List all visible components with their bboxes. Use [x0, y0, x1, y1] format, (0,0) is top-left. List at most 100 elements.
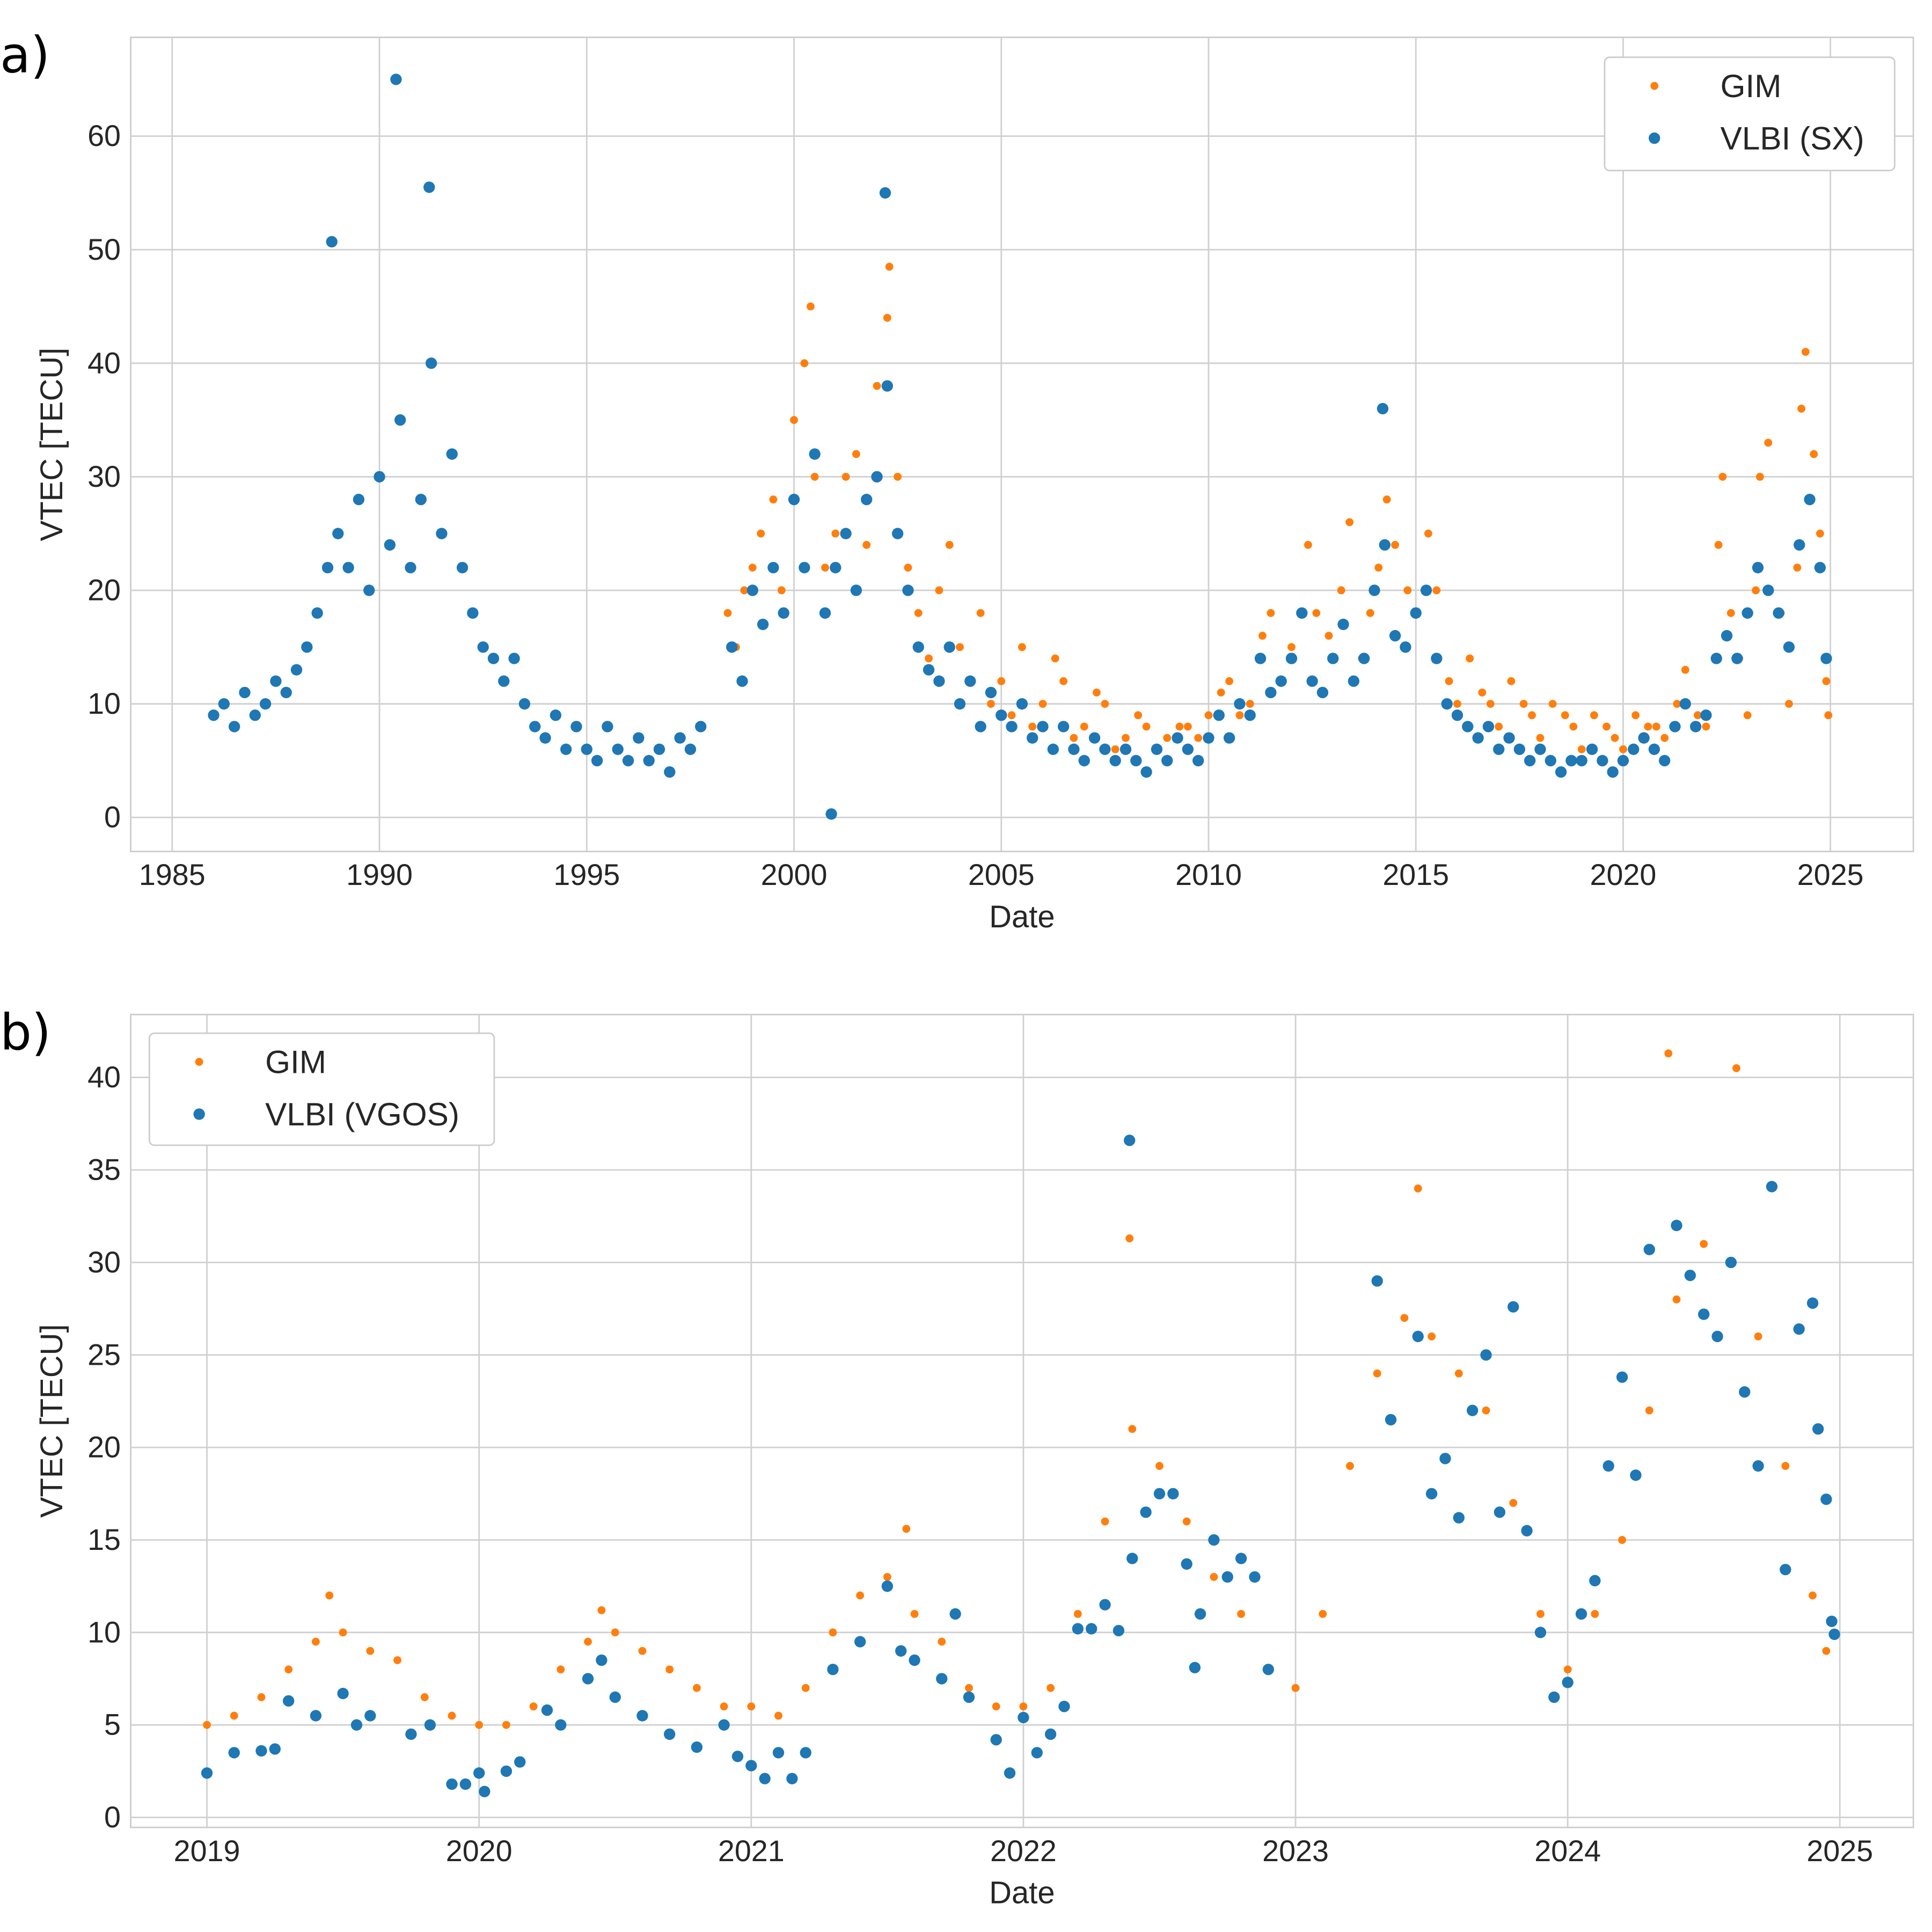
gim-point	[1291, 1684, 1300, 1692]
gim-point	[747, 1702, 756, 1711]
gim-point	[1319, 1609, 1327, 1618]
vlbi-point	[1648, 743, 1660, 755]
vlbi-point	[415, 494, 427, 506]
gim-point	[1246, 700, 1254, 708]
gim-point	[502, 1721, 510, 1729]
vlbi-point	[1068, 743, 1080, 755]
vlbi-point	[290, 664, 303, 676]
vlbi-point	[622, 755, 634, 767]
panel-a: 1985 1990 1995 2000 2005 2010 2015 2020 2025 0 10 2…	[0, 26, 1914, 934]
vlbi-point	[514, 1756, 526, 1768]
vlbi-point	[1086, 1623, 1097, 1635]
gim-point	[1391, 540, 1400, 549]
vlbi-point	[1358, 653, 1370, 664]
vlbi-point	[1167, 1488, 1179, 1499]
vlbi-point	[1223, 732, 1235, 744]
vlbi-point	[964, 675, 976, 687]
vlbi-point	[1503, 732, 1515, 744]
vlbi-point	[1597, 755, 1608, 767]
gim-point	[856, 1591, 865, 1600]
vlbi-point	[759, 1773, 771, 1784]
gim-point	[230, 1711, 238, 1720]
gim-point	[1509, 1499, 1518, 1507]
vlbi-point	[718, 1719, 730, 1731]
gim-point	[1237, 1609, 1246, 1618]
gim-point	[902, 1525, 911, 1533]
vlbi-point	[809, 448, 821, 460]
gim-point	[831, 529, 840, 538]
x-axis-label: Date	[989, 900, 1055, 934]
vlbi-point	[353, 494, 365, 506]
vlbi-point	[1513, 743, 1526, 755]
vlbi-point	[1700, 709, 1712, 721]
gim-point	[1345, 518, 1354, 526]
gim-point	[257, 1693, 266, 1701]
gim-point	[1822, 1646, 1831, 1655]
gim-point	[914, 609, 923, 617]
gim-point	[925, 654, 933, 663]
vlbi-point	[664, 766, 676, 778]
gim-point	[1822, 677, 1831, 685]
y-tick-label: 20	[87, 1431, 121, 1464]
legend-label: VLBI (SX)	[1721, 120, 1864, 156]
gim-point	[945, 540, 954, 549]
vlbi-point	[1439, 1453, 1451, 1465]
gim-point	[810, 472, 819, 481]
gim-point	[806, 302, 815, 311]
vlbi-point	[301, 641, 313, 653]
vlbi-point	[550, 709, 562, 721]
vlbi-point	[786, 1773, 798, 1784]
vlbi-point	[425, 357, 437, 369]
gim-point	[1590, 711, 1598, 720]
vlbi-point	[881, 1580, 894, 1592]
gim-point	[1194, 734, 1203, 742]
gim-point	[1810, 450, 1818, 458]
vlbi-point	[772, 1747, 785, 1759]
vlbi-point	[1783, 641, 1795, 653]
vlbi-point	[479, 1785, 491, 1797]
vlbi-point	[1472, 732, 1484, 744]
gim-point	[885, 262, 894, 271]
vlbi-point	[1689, 721, 1702, 733]
vlbi-point	[909, 1654, 920, 1666]
gim-point	[790, 416, 798, 425]
vlbi-point	[374, 471, 385, 483]
vlbi-point	[1151, 743, 1163, 755]
vlbi-point	[1153, 1488, 1166, 1499]
legend-marker	[1649, 132, 1660, 144]
vlbi-point	[229, 721, 240, 733]
gim-point	[1093, 688, 1101, 697]
gim-point	[1673, 700, 1681, 708]
x-tick-label: 2010	[1175, 858, 1242, 891]
vlbi-point	[1721, 630, 1733, 642]
vlbi-point	[975, 721, 986, 733]
gim-point	[777, 586, 786, 595]
vlbi-point	[1410, 607, 1422, 619]
gim-point	[1122, 734, 1130, 742]
vlbi-point	[1752, 1460, 1764, 1472]
x-axis-label: Date	[989, 1876, 1055, 1911]
vlbi-point	[394, 414, 406, 426]
vlbi-point	[1602, 1460, 1614, 1472]
vlbi-point	[446, 448, 458, 460]
gim-point	[769, 495, 778, 504]
vlbi-point	[1793, 1323, 1805, 1335]
vlbi-point	[827, 1664, 839, 1675]
gim-point	[1548, 700, 1557, 708]
gim-point	[1781, 1462, 1790, 1470]
gim-point	[1466, 654, 1474, 663]
vlbi-point	[487, 653, 500, 664]
gim-point	[935, 586, 943, 595]
y-tick-label: 60	[87, 119, 121, 152]
vlbi-point	[337, 1687, 349, 1700]
vlbi-point	[745, 1760, 757, 1772]
gim-point	[883, 1572, 891, 1581]
vlbi-point	[1731, 653, 1743, 664]
gim-point	[1507, 677, 1516, 685]
vlbi-point	[459, 1778, 471, 1790]
gim-point	[774, 1711, 782, 1720]
gim-point	[584, 1637, 592, 1646]
vlbi-point	[1047, 743, 1059, 755]
gim-point	[1694, 711, 1702, 720]
vlbi-point	[996, 709, 1007, 721]
